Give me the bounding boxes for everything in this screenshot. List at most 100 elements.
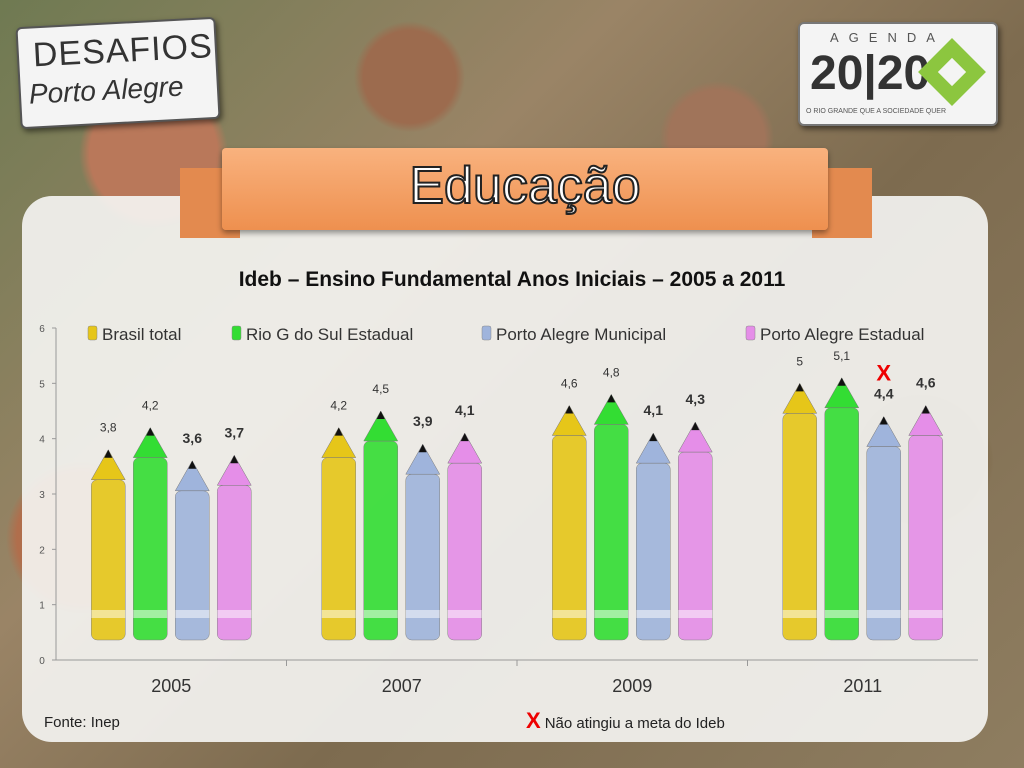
pencil-lead [607, 394, 616, 403]
bar-tip [405, 443, 441, 475]
pencil-lead [691, 422, 700, 431]
data-label: 4,6 [916, 374, 936, 390]
source-note: Fonte: Inep [44, 714, 120, 731]
x-tick-label: 2009 [612, 676, 652, 696]
page-title: Educação [408, 156, 641, 216]
legend-label: Porto Alegre Estadual [760, 325, 924, 344]
bar-tip [447, 432, 483, 464]
bar-tip [363, 410, 399, 442]
bar-tip [321, 427, 357, 458]
x-tick-label: 2005 [151, 676, 191, 696]
pencil-lead [921, 405, 930, 414]
pencil-lead [837, 377, 846, 386]
bar-band [133, 610, 168, 618]
pencil-lead [376, 411, 385, 419]
agenda-subtitle: O RIO GRANDE QUE A SOCIEDADE QUER [806, 108, 947, 115]
bar-band [824, 610, 859, 618]
pencil-lead [879, 416, 888, 425]
bar-tip [677, 421, 713, 453]
legend-label: Brasil total [102, 325, 181, 344]
bar [908, 435, 943, 641]
bar-band [175, 610, 210, 618]
y-tick-label: 0 [39, 656, 45, 667]
bar-band [217, 610, 252, 618]
bar-tip [551, 404, 587, 436]
bar [594, 424, 629, 641]
legend-note: X Não atingiu a meta do Ideb [526, 708, 725, 734]
data-label: 4,8 [603, 365, 620, 379]
bar-band [908, 610, 943, 618]
pencil-lead [418, 444, 427, 453]
pencil-lead [334, 427, 343, 436]
data-label: 4,4 [874, 386, 894, 402]
data-label: 4,1 [455, 402, 475, 418]
data-label: 3,9 [413, 413, 433, 429]
bar-band [363, 610, 398, 618]
annotation-mark: X [876, 361, 891, 386]
bar-band [594, 610, 629, 618]
agenda-2020-logo: AGENDA 20|20 O RIO GRANDE QUE A SOCIEDAD… [798, 22, 998, 126]
x-tick-label: 2007 [382, 676, 422, 696]
legend-swatch [481, 325, 492, 341]
bar-tip [593, 393, 629, 425]
bar-band [91, 610, 126, 618]
bar-tip [908, 404, 944, 436]
agenda-label: AGENDA [830, 30, 945, 45]
pencil-lead [649, 433, 658, 442]
note-mark: X [526, 708, 541, 733]
y-tick-label: 2 [39, 545, 45, 556]
data-label: 5,1 [833, 349, 850, 363]
bar-band [782, 610, 817, 618]
y-tick-label: 3 [39, 490, 45, 501]
agenda-year: 20|20 [810, 47, 931, 100]
bar-tip [782, 382, 818, 414]
pencil-lead [565, 405, 574, 414]
pencil-lead [104, 449, 113, 458]
y-tick-label: 4 [39, 435, 45, 446]
data-label: 4,2 [330, 399, 347, 413]
legend-label: Rio G do Sul Estadual [246, 325, 413, 344]
bar [552, 435, 587, 641]
bar-band [636, 610, 671, 618]
data-label: 4,3 [686, 391, 706, 407]
data-label: 4,6 [561, 376, 578, 390]
bar-band [321, 610, 356, 618]
pencil-lead [795, 383, 804, 392]
bar-band [678, 610, 713, 618]
bar-tip [824, 377, 860, 409]
bar-tip [90, 449, 126, 480]
legend-swatch [745, 325, 756, 341]
bar-tip [216, 454, 252, 486]
y-tick-label: 1 [39, 601, 45, 612]
note-text: Não atingiu a meta do Ideb [544, 715, 725, 732]
bar [782, 413, 817, 641]
data-label: 4,1 [644, 402, 664, 418]
pencil-lead [230, 455, 239, 464]
bar [824, 407, 859, 641]
data-label: 3,7 [225, 424, 245, 440]
bar-tip [866, 416, 902, 447]
bar-band [405, 610, 440, 618]
pencil-lead [460, 433, 469, 442]
chart-title: Ideb – Ensino Fundamental Anos Iniciais … [238, 268, 786, 291]
bar-band [866, 610, 901, 618]
bar-band [552, 610, 587, 618]
data-label: 5 [796, 354, 803, 368]
y-tick-label: 6 [39, 324, 45, 335]
data-label: 4,5 [372, 382, 389, 396]
legend-label: Porto Alegre Municipal [496, 325, 666, 344]
title-ribbon: Educação [222, 148, 828, 230]
bar-tip [174, 460, 210, 492]
pencil-lead [188, 460, 197, 469]
bar-band [447, 610, 482, 618]
pencil-lead [146, 427, 155, 436]
bar-tip [132, 427, 168, 458]
legend-swatch [87, 325, 98, 341]
data-label: 3,8 [100, 421, 117, 435]
bar-tip [635, 432, 671, 464]
data-label: 3,6 [183, 430, 203, 446]
legend-swatch [231, 325, 242, 341]
x-tick-label: 2011 [843, 676, 882, 696]
y-tick-label: 5 [39, 379, 45, 390]
